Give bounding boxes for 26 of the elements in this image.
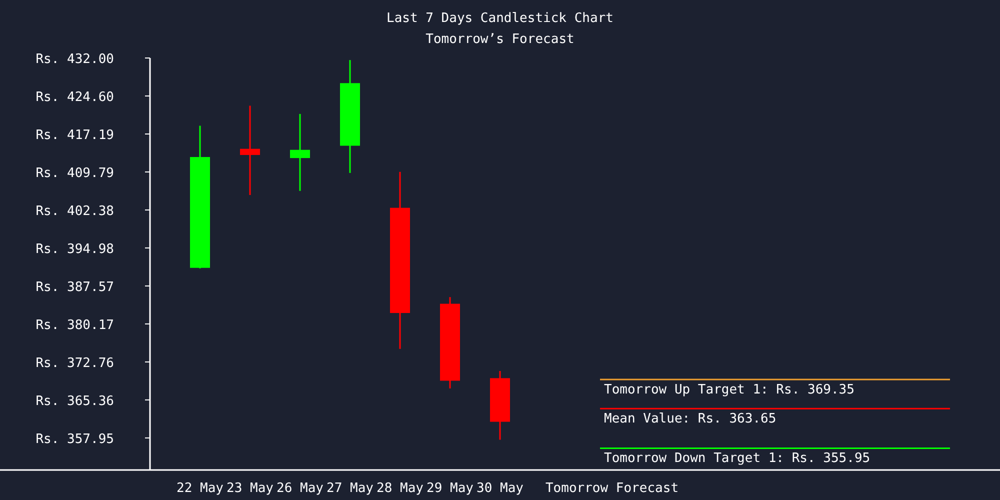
candlestick — [290, 113, 310, 192]
chart-title: Last 7 Days Candlestick Chart — [386, 11, 614, 26]
ref-line-label: Mean Value: Rs. 363.65 — [604, 412, 776, 427]
y-tick-label: Rs. 372.76 — [36, 356, 114, 371]
y-tick-label: Rs. 402.38 — [36, 204, 114, 219]
ref-line-label: Tomorrow Down Target 1: Rs. 355.95 — [604, 451, 870, 466]
y-tick-label: Rs. 394.98 — [36, 242, 114, 257]
text: Tomorrow Forecast — [545, 481, 679, 496]
y-tick-label: Rs. 409.79 — [36, 166, 114, 181]
x-tick-label: 28 May — [376, 481, 424, 496]
y-tick-label: Rs. 417.19 — [36, 128, 114, 143]
x-tick-label: 26 May — [276, 481, 324, 496]
ref-line-label: Tomorrow Up Target 1: Rs. 369.35 — [604, 382, 854, 398]
x-tick-label: 29 May — [426, 481, 474, 496]
y-tick-label: Rs. 424.60 — [36, 90, 114, 105]
x-tick-label: 27 May — [326, 481, 374, 496]
y-tick-label: Rs. 387.57 — [36, 280, 114, 295]
x-tick-label: 22 May — [176, 481, 224, 496]
y-tick-label: Rs. 380.17 — [36, 318, 114, 333]
x-tick-label: 30 May — [476, 481, 524, 496]
y-tick-label: Rs. 357.95 — [36, 432, 114, 447]
chart-subtitle: Tomorrow’s Forecast — [426, 32, 574, 47]
y-tick-label: Rs. 432.00 — [36, 52, 114, 67]
candlestick — [240, 104, 260, 196]
x-tick-label: 23 May — [226, 481, 274, 496]
y-tick-label: Rs. 365.36 — [36, 394, 114, 409]
